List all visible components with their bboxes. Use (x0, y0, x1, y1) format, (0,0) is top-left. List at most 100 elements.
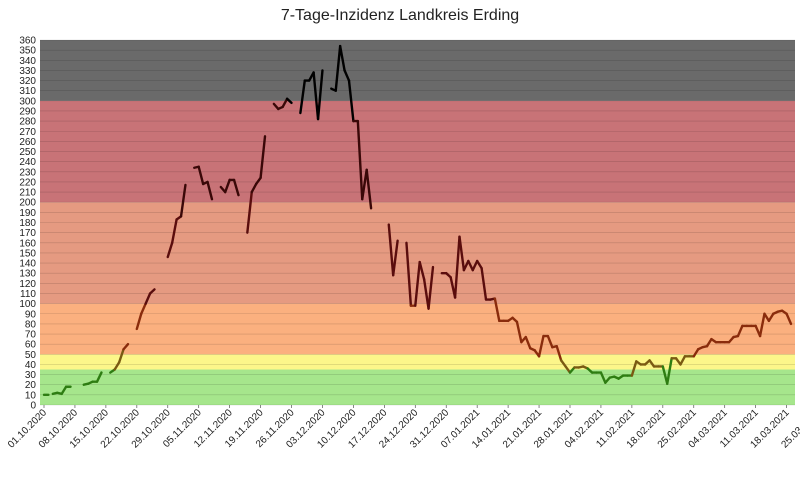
y-tick-label: 360 (19, 36, 36, 47)
y-tick-label: 50 (25, 350, 37, 361)
incidence-line-segment (246, 190, 253, 234)
incidence-line-segment (467, 259, 474, 272)
incidence-line-segment (113, 361, 121, 371)
y-tick-label: 320 (19, 76, 36, 87)
incidence-line-segment (285, 97, 293, 105)
incidence-line-segment (356, 119, 364, 201)
y-tick-label: 350 (19, 46, 36, 57)
y-tick-label: 110 (20, 289, 36, 300)
incidence-line-segment (758, 312, 766, 338)
incidence-line-segment (224, 178, 231, 194)
incidence-line-segment (422, 278, 430, 310)
incidence-line-segment (117, 348, 125, 364)
incidence-line-segment (493, 297, 501, 323)
incidence-line-segment (144, 292, 152, 305)
incidence-line-segment (705, 337, 713, 348)
y-tick-label: 280 (19, 117, 36, 128)
incidence-line-segment (524, 335, 532, 350)
incidence-line-segment (471, 259, 479, 272)
y-tick-label: 0 (30, 401, 36, 412)
y-tick-label: 300 (19, 96, 36, 107)
incidence-line-segment (763, 312, 771, 323)
incidence-line-segment (480, 266, 488, 301)
gridlines (40, 39, 795, 406)
incidence-line-segment (312, 71, 320, 121)
incidence-line-segment (736, 324, 744, 338)
y-tick-label: 190 (19, 208, 36, 219)
incidence-line-segment (599, 371, 607, 384)
incidence-line-segment (387, 223, 395, 277)
incidence-line-segment (361, 168, 368, 201)
y-tick-label: 20 (25, 380, 37, 391)
incidence-line-segment (475, 259, 483, 270)
incidence-line-segment (170, 218, 178, 244)
y-tick-label: 70 (25, 330, 37, 341)
y-tick-label: 270 (19, 127, 36, 138)
y-tick-label: 130 (19, 269, 36, 280)
incidence-line-segment (338, 44, 346, 72)
y-tick-label: 100 (19, 299, 36, 310)
risk-band-1 (40, 354, 795, 370)
incidence-line-segment (767, 312, 775, 323)
incidence-line-segment (365, 168, 373, 210)
y-tick-label: 230 (19, 167, 36, 178)
incidence-line-segment (666, 357, 673, 385)
incidence-line-segment (179, 183, 187, 218)
incidence-line-segment (197, 165, 205, 186)
y-tick-label: 180 (19, 218, 36, 229)
incidence-line-segment (785, 312, 793, 326)
incidence-line-segment (232, 178, 240, 197)
incidence-line-segment (95, 371, 103, 383)
incidence-line-segment (462, 259, 470, 272)
incidence-line-segment (391, 239, 399, 277)
y-tick-label: 330 (19, 66, 36, 77)
incidence-line-segment (648, 359, 656, 368)
incidence-line-segment (281, 97, 289, 109)
incidence-line-segment (458, 235, 466, 272)
y-tick-label: 90 (25, 309, 37, 320)
y-tick-label: 310 (19, 86, 36, 97)
incidence-line-segment (418, 260, 426, 281)
incidence-line-segment (630, 360, 638, 377)
y-tick-label: 60 (25, 340, 37, 351)
risk-band-4 (40, 100, 795, 203)
incidence-line-segment (692, 348, 700, 358)
y-tick-label: 340 (19, 56, 36, 67)
y-tick-label: 160 (19, 238, 36, 249)
incidence-series (42, 44, 793, 397)
y-tick-label: 170 (19, 228, 36, 239)
y-tick-label: 250 (19, 147, 36, 158)
y-tick-label: 10 (25, 390, 37, 401)
y-tick-label: 80 (25, 319, 37, 330)
incidence-line-segment (206, 180, 214, 201)
incidence-line-segment (135, 312, 143, 331)
incidence-line-segment (537, 334, 545, 358)
incidence-line-segment (140, 302, 147, 315)
incidence-line-segment (254, 176, 262, 186)
x-axis-ticks: 01.10.202008.10.202015.10.202022.10.2020… (6, 405, 800, 451)
incidence-line-segment (679, 355, 687, 366)
y-axis-ticks: 0102030405060708090100110120130140150160… (19, 36, 36, 412)
incidence-line-segment (555, 344, 563, 362)
incidence-line-segment (299, 79, 306, 115)
incidence-line-segment (166, 241, 174, 259)
incidence-line-segment (250, 182, 258, 194)
chart-title: 7-Tage-Inzidenz Landkreis Erding (281, 7, 519, 24)
y-tick-label: 150 (19, 248, 36, 259)
incidence-line-segment (453, 235, 461, 299)
incidence-line-segment (60, 385, 68, 396)
incidence-line-segment (564, 365, 572, 374)
risk-bands (40, 40, 795, 405)
incidence-line-segment (148, 288, 156, 295)
incidence-line-segment (414, 260, 421, 307)
incidence-line-segment (427, 265, 435, 310)
y-tick-label: 240 (19, 157, 36, 168)
y-tick-label: 220 (19, 177, 36, 188)
risk-band-2 (40, 303, 795, 355)
y-tick-label: 260 (19, 137, 36, 148)
y-tick-label: 30 (25, 370, 37, 381)
y-tick-label: 200 (19, 198, 36, 209)
risk-band-5 (40, 40, 795, 101)
y-tick-label: 120 (19, 279, 36, 290)
